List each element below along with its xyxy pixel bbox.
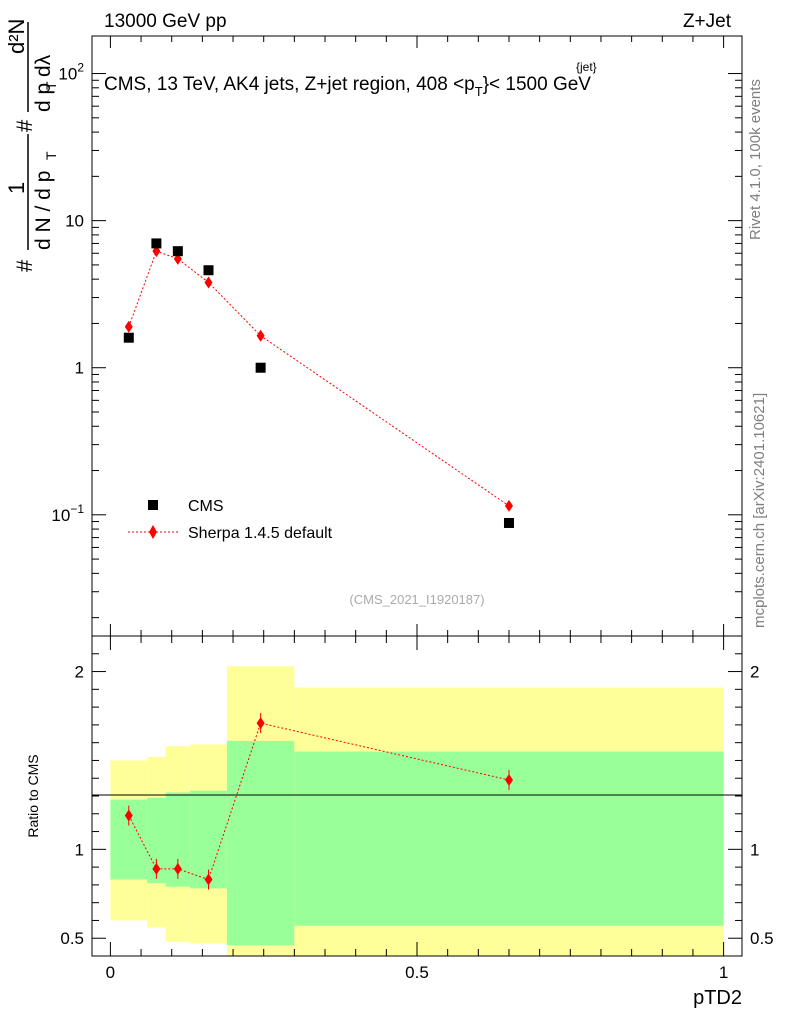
ratio-ytick-label-left: 1 [75,840,84,859]
ratio-panel: 0.5 0.5 1 1 2 2 0 0.5 1 Ratio to CMS pTD2 [25,635,774,1009]
ratio-ytick-label-right: 0.5 [750,929,774,948]
main-ytick-label: 102 [58,61,84,84]
sherpa-point [504,499,513,512]
ratio-series [124,713,513,890]
main-ticks [92,36,742,636]
sherpa-point [256,329,265,342]
ratio-ticks [92,635,742,957]
ratio-ytick-label-right: 1 [750,840,759,859]
ylabel-dpT-dlambda: d p dλ [32,54,55,112]
rivet-label: Rivet 4.1.0, 100k events [747,79,764,240]
main-panel: 10−1 1 10 102 CMS, 13 TeV, AK4 jets, Z+jet … [4,19,743,637]
ratio-xtick-label: 0 [106,963,115,982]
main-ytick-label: 10 [65,212,84,231]
plot-title-sup: {jet} [576,60,597,74]
ratio-xtick-label: 0.5 [405,963,429,982]
ratio-point [173,862,182,875]
cms-point [203,265,214,276]
ylabel-hash-right: # [12,119,37,132]
cms-point [151,238,162,249]
ratio-bands [110,666,724,956]
main-ytick-label: 1 [75,359,84,378]
ratio-point [504,774,513,786]
ratio-ytick-label-left: 2 [75,663,84,682]
cms-point [123,332,134,343]
ylabel-d2N: d²N [4,19,29,54]
header-left: 13000 GeV pp [104,11,227,32]
ratio-xlabel: pTD2 [693,987,742,1009]
sherpa-series [124,245,513,512]
green-band [226,740,295,946]
ratio-point [256,717,265,730]
ratio-point [152,862,161,875]
header-right: Z+Jet [683,11,732,32]
main-ylabel: # 1 d N / d p T # d²N d p dλ T [4,19,59,272]
ylabel-one: 1 [4,182,29,194]
ratio-point [124,809,133,822]
plot-title-sub: T [475,84,483,99]
ylabel-T2: T [43,81,59,90]
ratio-line [128,722,510,881]
sherpa-point [124,320,133,333]
cms-point [255,362,266,373]
sherpa-point [204,276,213,289]
main-plot-frame [91,35,743,637]
legend: CMS Sherpa 1.4.5 default [128,498,333,542]
ratio-tick-labels: 0.5 0.5 1 1 2 2 0 0.5 1 [60,663,773,982]
green-band [147,797,166,884]
sherpa-line [128,250,510,507]
legend-sherpa-label: Sherpa 1.4.5 default [188,525,333,542]
plot-title: CMS, 13 TeV, AK4 jets, Z+jet region, 408… [104,74,591,99]
plot-title-tail: }< 1500 GeV [483,74,592,95]
ratio-xtick-label: 1 [719,963,728,982]
legend-sherpa-marker [149,525,157,539]
cms-point [172,246,183,257]
ylabel-dN-dpT: d N / d p [32,171,55,250]
legend-cms-marker [148,500,158,510]
ratio-ytick-label-left: 0.5 [60,929,84,948]
cms-series [123,238,514,528]
ratio-point [204,873,213,886]
legend-cms-label: CMS [188,498,224,515]
ylabel-T1: T [43,151,59,160]
mcplots-label: mcplots.cern.ch [arXiv:2401.10621] [751,393,768,628]
ratio-ytick-label-right: 2 [750,663,759,682]
main-ytick-label: 10−1 [51,502,84,525]
main-tick-labels: 10−1 1 10 102 [51,61,84,525]
cms-point [503,517,514,528]
ylabel-hash-left: # [12,259,37,272]
watermark: (CMS_2021_I1920187) [349,592,484,607]
ratio-ylabel: Ratio to CMS [25,754,41,837]
plot-title-main: CMS, 13 TeV, AK4 jets, Z+jet region, 408… [104,74,475,95]
